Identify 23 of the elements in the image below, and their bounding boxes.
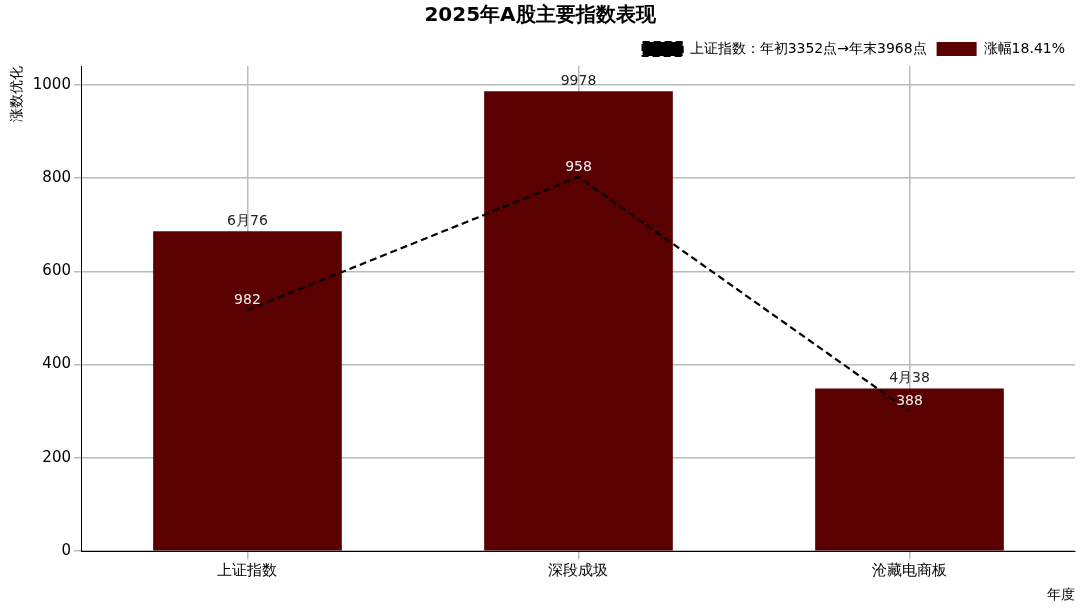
y-tick-label: 400 (42, 354, 71, 373)
bar (153, 231, 342, 551)
annotation: 388 (896, 391, 923, 408)
bar (484, 91, 673, 551)
x-axis-title: 年度 (1047, 586, 1075, 603)
legend-label: 上证指数：年初3352点→年末3968点 (689, 39, 927, 56)
annotation: 6月76 (227, 211, 268, 228)
annotation: 9978 (560, 71, 597, 88)
y-tick-label: 800 (42, 167, 71, 186)
annotation: 958 (565, 157, 592, 174)
y-axis-title: 涨数优化 (8, 66, 25, 122)
annotation: 982 (234, 290, 261, 307)
chart-title: 2025年A股主要指数表现 (424, 2, 657, 27)
y-tick-label: 600 (42, 261, 71, 280)
x-tick-label: 沧藏电商板 (872, 561, 947, 580)
y-tick-label: 1000 (32, 74, 71, 93)
bar (815, 388, 1004, 551)
y-tick-label: 200 (42, 447, 71, 466)
x-tick-label: 上证指数 (217, 561, 278, 580)
annotation: 4月38 (889, 369, 930, 386)
x-tick-label: 深段成圾 (548, 561, 609, 580)
y-tick-label: 0 (61, 541, 71, 560)
legend-label: 涨幅18.41% (983, 39, 1066, 56)
